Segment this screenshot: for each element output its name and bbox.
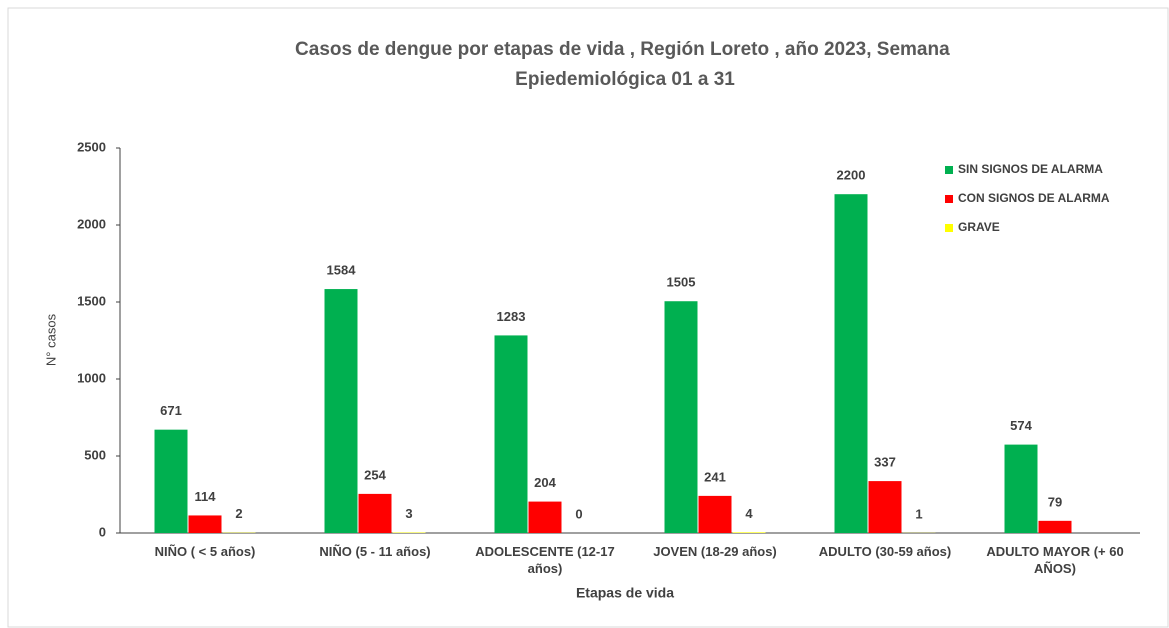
data-label: 574	[1010, 418, 1032, 433]
x-tick-label: ADULTO MAYOR (+ 60 AÑOS)	[986, 544, 1124, 576]
y-tick-label: 0	[99, 524, 106, 539]
data-label: 254	[364, 467, 386, 482]
legend-swatch	[945, 224, 953, 232]
y-tick-label: 1000	[77, 370, 106, 385]
bar	[358, 493, 392, 533]
data-label: 241	[704, 469, 726, 484]
y-tick-label: 500	[84, 447, 106, 462]
legend-label: GRAVE	[958, 220, 1000, 234]
data-label: 1	[915, 506, 922, 521]
data-label: 3	[405, 506, 412, 521]
data-label: 337	[874, 455, 896, 470]
bar	[664, 301, 698, 533]
x-tick-label: ADOLESCENTE (12-17 años)	[475, 544, 615, 576]
x-tick-label: JOVEN (18-29 años)	[653, 544, 777, 559]
legend-swatch	[945, 166, 953, 174]
data-label: 1584	[327, 263, 357, 278]
bar	[1038, 520, 1072, 533]
x-tick-label: NIÑO (5 - 11 años)	[319, 544, 431, 559]
bar	[154, 429, 188, 533]
x-tick-label: ADULTO (30-59 años)	[818, 544, 952, 559]
y-tick-label: 2000	[77, 216, 106, 231]
bar	[868, 481, 902, 533]
data-label: 2	[235, 506, 242, 521]
data-label: 114	[195, 489, 217, 504]
legend-label: SIN SIGNOS DE ALARMA	[958, 162, 1103, 176]
y-axis-label: N° casos	[43, 313, 58, 366]
data-label: 79	[1048, 494, 1062, 509]
x-axis-label: Etapas de vida	[576, 585, 674, 601]
data-label: 1283	[497, 309, 526, 324]
chart-title: Casos de dengue por etapas de vida , Reg…	[295, 39, 955, 90]
bar	[494, 335, 528, 533]
data-label: 0	[575, 506, 582, 521]
y-tick-label: 2500	[77, 139, 106, 154]
data-label: 2200	[837, 168, 866, 183]
data-label: 671	[160, 403, 182, 418]
chart-frame	[7, 7, 1169, 628]
data-label: 1505	[667, 275, 696, 290]
bar	[698, 495, 732, 533]
y-tick-label: 1500	[77, 293, 106, 308]
bar	[834, 194, 868, 533]
legend-label: CON SIGNOS DE ALARMA	[958, 191, 1110, 205]
bar	[732, 532, 766, 533]
bar	[188, 515, 222, 533]
data-label: 204	[534, 475, 556, 490]
bar	[324, 289, 358, 533]
bar	[1004, 444, 1038, 533]
legend-swatch	[945, 195, 953, 203]
x-tick-label: NIÑO ( < 5 años)	[154, 544, 256, 559]
bar	[528, 501, 562, 533]
data-label: 4	[745, 506, 753, 521]
